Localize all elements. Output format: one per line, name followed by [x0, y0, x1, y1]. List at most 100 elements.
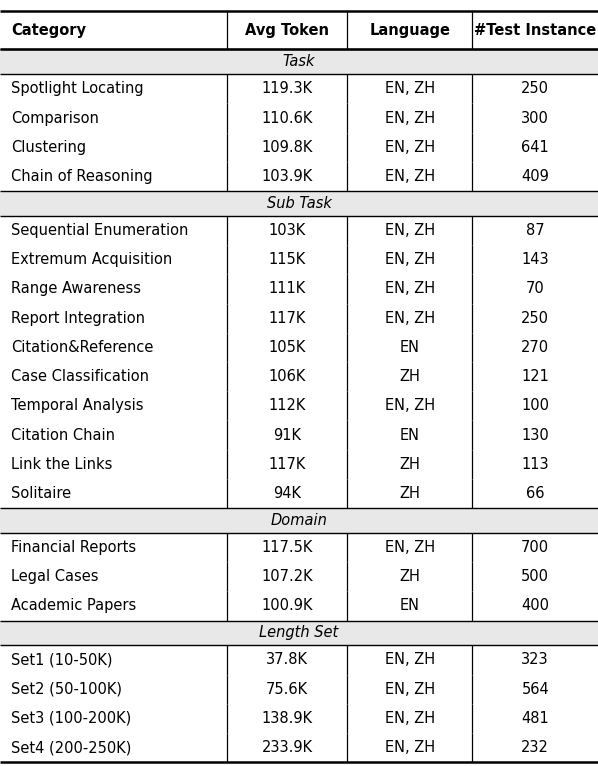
Text: 94K: 94K [273, 486, 301, 501]
Bar [0, 362, 598, 391]
Bar [0, 733, 598, 762]
Text: 641: 641 [521, 140, 549, 155]
Text: 121: 121 [521, 369, 549, 384]
Text: 111K: 111K [269, 281, 306, 296]
Text: Citation&Reference: Citation&Reference [11, 340, 153, 355]
Text: 112K: 112K [269, 398, 306, 414]
Text: Temporal Analysis: Temporal Analysis [11, 398, 144, 414]
Text: Sub Task: Sub Task [267, 196, 331, 211]
Text: EN: EN [399, 427, 420, 443]
Bar [0, 562, 598, 591]
Bar [0, 332, 598, 362]
Text: Clustering: Clustering [11, 140, 86, 155]
Text: 138.9K: 138.9K [261, 711, 313, 726]
Text: EN, ZH: EN, ZH [385, 81, 435, 97]
Text: EN: EN [399, 598, 420, 614]
Text: EN, ZH: EN, ZH [385, 311, 435, 326]
Text: Case Classification: Case Classification [11, 369, 149, 384]
Text: 37.8K: 37.8K [266, 653, 308, 667]
Text: Category: Category [11, 23, 86, 38]
Bar [0, 162, 598, 192]
Text: 323: 323 [521, 653, 549, 667]
Text: Task: Task [283, 54, 315, 70]
Bar [0, 50, 598, 74]
Text: EN, ZH: EN, ZH [385, 281, 435, 296]
Text: Solitaire: Solitaire [11, 486, 71, 501]
Text: 119.3K: 119.3K [261, 81, 313, 97]
Text: 481: 481 [521, 711, 549, 726]
Text: EN, ZH: EN, ZH [385, 740, 435, 755]
Bar [0, 450, 598, 479]
Text: Chain of Reasoning: Chain of Reasoning [11, 169, 152, 184]
Text: EN, ZH: EN, ZH [385, 140, 435, 155]
Text: 113: 113 [521, 457, 549, 472]
Text: 250: 250 [521, 81, 549, 97]
Text: ZH: ZH [399, 457, 420, 472]
Text: 106K: 106K [269, 369, 306, 384]
Bar [0, 508, 598, 533]
Text: 115K: 115K [269, 252, 306, 267]
Text: EN, ZH: EN, ZH [385, 682, 435, 696]
Text: 400: 400 [521, 598, 549, 614]
Text: EN, ZH: EN, ZH [385, 398, 435, 414]
Text: 143: 143 [521, 252, 549, 267]
Text: Academic Papers: Academic Papers [11, 598, 136, 614]
Text: 110.6K: 110.6K [261, 110, 313, 126]
Text: Domain: Domain [270, 513, 328, 528]
Text: 117.5K: 117.5K [261, 540, 313, 555]
Text: 66: 66 [526, 486, 544, 501]
Text: 250: 250 [521, 311, 549, 326]
Text: EN: EN [399, 340, 420, 355]
Text: 100: 100 [521, 398, 549, 414]
Bar [0, 133, 598, 162]
Text: 232: 232 [521, 740, 549, 755]
Text: ZH: ZH [399, 369, 420, 384]
Bar [0, 645, 598, 675]
Text: EN, ZH: EN, ZH [385, 252, 435, 267]
Text: 109.8K: 109.8K [261, 140, 313, 155]
Text: Set4 (200-250K): Set4 (200-250K) [11, 740, 131, 755]
Text: 103K: 103K [269, 223, 306, 238]
Text: EN, ZH: EN, ZH [385, 653, 435, 667]
Bar [0, 303, 598, 332]
Text: 105K: 105K [269, 340, 306, 355]
Text: 233.9K: 233.9K [261, 740, 313, 755]
Text: Legal Cases: Legal Cases [11, 569, 98, 584]
Text: 87: 87 [526, 223, 545, 238]
Bar [0, 704, 598, 733]
Text: Link the Links: Link the Links [11, 457, 112, 472]
Text: 409: 409 [521, 169, 549, 184]
Text: Set1 (10-50K): Set1 (10-50K) [11, 653, 112, 667]
Bar [0, 192, 598, 216]
Text: Comparison: Comparison [11, 110, 99, 126]
Text: EN, ZH: EN, ZH [385, 711, 435, 726]
Text: 130: 130 [521, 427, 549, 443]
Text: 117K: 117K [269, 457, 306, 472]
Bar [0, 11, 598, 50]
Text: EN, ZH: EN, ZH [385, 169, 435, 184]
Bar [0, 620, 598, 645]
Text: Length Set: Length Set [260, 625, 338, 640]
Text: 500: 500 [521, 569, 549, 584]
Text: ZH: ZH [399, 486, 420, 501]
Text: Set3 (100-200K): Set3 (100-200K) [11, 711, 131, 726]
Text: EN, ZH: EN, ZH [385, 110, 435, 126]
Text: Set2 (50-100K): Set2 (50-100K) [11, 682, 122, 696]
Text: 70: 70 [526, 281, 545, 296]
Text: #Test Instance: #Test Instance [474, 23, 596, 38]
Text: Range Awareness: Range Awareness [11, 281, 141, 296]
Text: Citation Chain: Citation Chain [11, 427, 115, 443]
Bar [0, 391, 598, 421]
Text: Report Integration: Report Integration [11, 311, 145, 326]
Text: 107.2K: 107.2K [261, 569, 313, 584]
Bar [0, 421, 598, 450]
Text: EN, ZH: EN, ZH [385, 540, 435, 555]
Text: Language: Language [369, 23, 450, 38]
Text: Financial Reports: Financial Reports [11, 540, 136, 555]
Text: 117K: 117K [269, 311, 306, 326]
Bar [0, 274, 598, 303]
Bar [0, 479, 598, 508]
Bar [0, 533, 598, 562]
Text: 103.9K: 103.9K [261, 169, 313, 184]
Bar [0, 675, 598, 704]
